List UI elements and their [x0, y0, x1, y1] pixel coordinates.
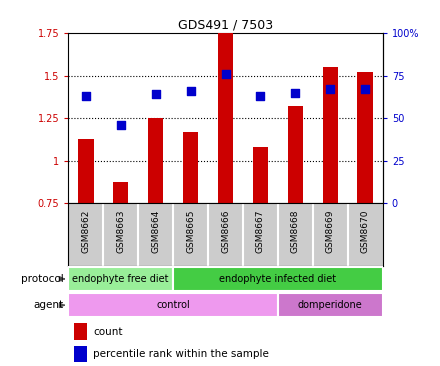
Bar [323, 67, 338, 203]
Text: domperidone: domperidone [298, 300, 363, 310]
Text: GSM8662: GSM8662 [81, 210, 90, 253]
Text: endophyte free diet: endophyte free diet [73, 274, 169, 284]
Point [117, 122, 124, 128]
Text: endophyte infected diet: endophyte infected diet [220, 274, 337, 284]
Text: GSM8663: GSM8663 [116, 210, 125, 253]
Text: agent: agent [34, 300, 64, 310]
Bar [218, 33, 233, 203]
Bar [68, 294, 278, 317]
Text: GSM8665: GSM8665 [186, 210, 195, 253]
Point [362, 86, 369, 92]
Bar [288, 106, 303, 203]
Text: GSM8670: GSM8670 [361, 210, 370, 253]
Title: GDS491 / 7503: GDS491 / 7503 [178, 19, 273, 32]
Text: GSM8668: GSM8668 [291, 210, 300, 253]
Text: count: count [93, 327, 123, 337]
Text: GSM8669: GSM8669 [326, 210, 335, 253]
Point [152, 92, 159, 97]
Bar [74, 346, 87, 362]
Bar [68, 267, 173, 291]
Point [187, 88, 194, 94]
Text: GSM8666: GSM8666 [221, 210, 230, 253]
Point [222, 71, 229, 77]
Text: GSM8667: GSM8667 [256, 210, 265, 253]
Point [327, 86, 334, 92]
Bar [183, 132, 198, 203]
Bar [113, 182, 128, 203]
Point [257, 93, 264, 99]
Text: control: control [156, 300, 190, 310]
Text: percentile rank within the sample: percentile rank within the sample [93, 349, 269, 359]
Bar [74, 323, 87, 340]
Text: GSM8664: GSM8664 [151, 210, 160, 253]
Point [82, 93, 89, 99]
Bar [278, 294, 383, 317]
Bar [253, 147, 268, 203]
Bar [357, 72, 373, 203]
Bar [173, 267, 383, 291]
Bar [78, 139, 94, 203]
Point [292, 90, 299, 96]
Bar [148, 118, 163, 203]
Text: protocol: protocol [21, 274, 64, 284]
